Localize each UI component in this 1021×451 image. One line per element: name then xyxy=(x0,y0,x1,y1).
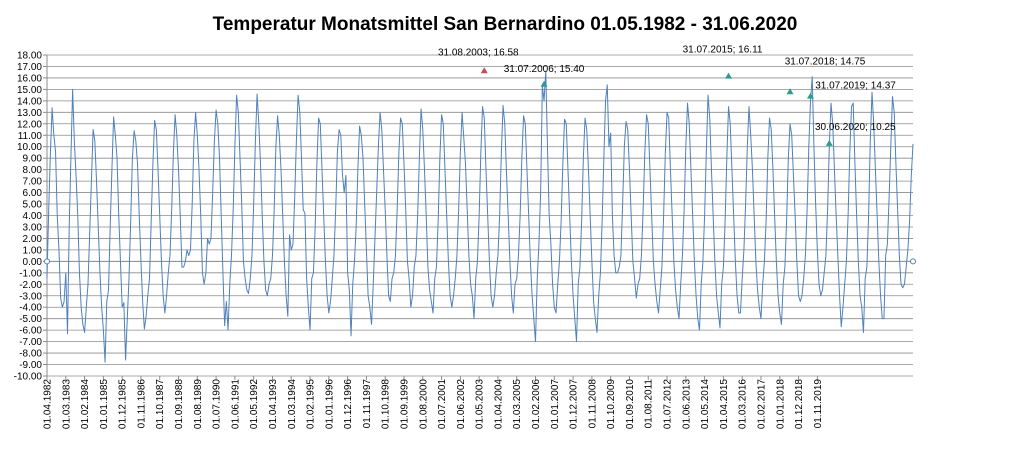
x-tick-label: 01.10.1998 xyxy=(381,379,392,429)
y-tick-label: 6.00 xyxy=(23,188,43,199)
x-tick-label: 01.11.2008 xyxy=(587,379,598,429)
x-tick-label: 01.11.1997 xyxy=(362,379,373,429)
x-tick-label: 01.11.1986 xyxy=(136,379,147,429)
y-tick-label: 2.00 xyxy=(23,234,43,245)
x-tick-label: 01.08.1989 xyxy=(193,379,204,429)
y-tick-label: 3.00 xyxy=(23,222,43,233)
y-axis-ticks: -10.00-9.00-8.00-7.00-6.00-5.00-4.00-3.0… xyxy=(14,51,47,383)
y-tick-label: -5.00 xyxy=(19,314,42,325)
y-tick-label: -6.00 xyxy=(19,326,42,337)
y-tick-label: -7.00 xyxy=(19,337,42,348)
y-tick-label: -8.00 xyxy=(19,349,42,360)
annotation-marker xyxy=(725,72,733,79)
x-tick-label: 01.03.1983 xyxy=(61,379,72,429)
x-tick-label: 01.05.1992 xyxy=(249,379,260,429)
annotation-marker xyxy=(540,80,548,87)
y-tick-label: 12.00 xyxy=(17,119,42,130)
y-tick-label: -9.00 xyxy=(19,360,42,371)
x-tick-label: 01.09.1988 xyxy=(174,379,185,429)
grid-layer xyxy=(46,54,913,377)
x-tick-label: 01.12.1985 xyxy=(118,379,129,429)
y-tick-label: 4.00 xyxy=(23,211,43,222)
x-tick-label: 01.04.1993 xyxy=(268,379,279,429)
y-tick-label: -2.00 xyxy=(19,280,42,291)
x-tick-label: 01.10.1987 xyxy=(155,379,166,429)
annotation-marker xyxy=(807,92,815,99)
x-tick-label: 01.12.2018 xyxy=(794,379,805,429)
x-tick-label: 01.06.1991 xyxy=(230,379,241,429)
x-tick-label: 01.12.1996 xyxy=(343,379,354,429)
y-tick-label: 13.00 xyxy=(17,108,42,119)
x-tick-label: 01.06.2013 xyxy=(681,379,692,429)
annotation-label: 31.07.2018; 14.75 xyxy=(785,56,866,67)
x-tick-label: 01.01.2018 xyxy=(775,379,786,429)
y-tick-label: -3.00 xyxy=(19,291,42,302)
x-tick-label: 01.05.2003 xyxy=(475,379,486,429)
series-line xyxy=(46,70,914,363)
x-tick-label: 01.02.2006 xyxy=(531,379,542,429)
annotation-label: 31.07.2015; 16.11 xyxy=(683,45,763,56)
y-tick-label: 18.00 xyxy=(17,51,42,62)
x-tick-label: 01.01.1985 xyxy=(99,379,110,429)
x-tick-label: 01.09.2010 xyxy=(625,379,636,429)
annotation-marker xyxy=(480,67,488,74)
series-end-marker xyxy=(910,258,916,265)
y-tick-label: 0.00 xyxy=(23,257,43,268)
x-tick-label: 01.08.2000 xyxy=(418,379,429,429)
x-tick-label: 01.03.2005 xyxy=(512,379,523,429)
x-tick-label: 01.02.1995 xyxy=(306,379,317,429)
y-tick-label: 1.00 xyxy=(23,245,43,256)
x-axis-ticks: 01.04.1982 01.03.1983 01.02.1984 01.01.1985… xyxy=(43,376,824,429)
y-tick-label: 8.00 xyxy=(23,165,43,176)
y-tick-label: 14.00 xyxy=(17,96,42,107)
x-tick-label: 01.04.2004 xyxy=(493,379,504,429)
y-tick-label: -1.00 xyxy=(19,268,42,279)
x-tick-label: 01.02.1984 xyxy=(80,379,91,429)
x-tick-label: 01.01.2007 xyxy=(550,379,561,429)
y-tick-label: 7.00 xyxy=(23,177,43,188)
y-tick-label: -4.00 xyxy=(19,303,42,314)
annotation-label: 31.08.2003; 16.58 xyxy=(438,47,519,58)
x-tick-label: 01.02.2017 xyxy=(756,379,767,429)
y-tick-label: 5.00 xyxy=(23,200,43,211)
y-tick-label: 16.00 xyxy=(17,73,42,84)
y-tick-label: 15.00 xyxy=(17,85,42,96)
x-tick-label: 01.07.2001 xyxy=(437,379,448,429)
x-tick-label: 01.12.2007 xyxy=(569,379,580,429)
x-tick-label: 01.10.2009 xyxy=(606,379,617,429)
series-layer xyxy=(44,70,916,363)
x-tick-label: 01.04.1982 xyxy=(43,379,54,429)
x-tick-label: 01.11.2019 xyxy=(813,379,824,429)
chart-title: Temperatur Monatsmittel San Bernardino 0… xyxy=(213,14,798,35)
x-tick-label: 01.03.1994 xyxy=(287,379,298,429)
x-tick-label: 01.03.2016 xyxy=(738,379,749,429)
y-tick-label: 10.00 xyxy=(17,142,42,153)
annotation-label: 31.07.2019; 14.37 xyxy=(815,81,896,92)
annotation-marker xyxy=(825,139,833,146)
annotation-layer: 31.08.2003; 16.58 31.07.2006; 15.40 31.07.… xyxy=(438,45,896,146)
series-start-marker xyxy=(44,258,50,265)
x-tick-label: 01.08.2011 xyxy=(644,379,655,429)
annotation-label: 31.07.2006; 15.40 xyxy=(504,64,585,75)
x-tick-label: 01.06.2002 xyxy=(456,379,467,429)
x-tick-label: 01.09.1999 xyxy=(399,379,410,429)
x-tick-label: 01.07.1990 xyxy=(212,379,223,429)
y-tick-label: 11.00 xyxy=(18,131,43,142)
x-tick-label: 01.05.2014 xyxy=(700,379,711,429)
x-tick-label: 01.07.2012 xyxy=(663,379,674,429)
annotation-label: 30.06.2020; 10.25 xyxy=(815,122,896,133)
y-tick-label: -10.00 xyxy=(14,372,43,383)
y-tick-label: 9.00 xyxy=(23,154,43,165)
annotation-marker xyxy=(786,88,794,95)
y-tick-label: 17.00 xyxy=(17,62,42,73)
x-tick-label: 01.04.2015 xyxy=(719,379,730,429)
x-tick-label: 01.01.1996 xyxy=(324,379,335,429)
